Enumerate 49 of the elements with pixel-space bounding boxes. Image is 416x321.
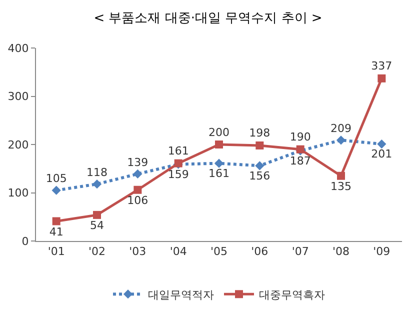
point (256, 141, 264, 150)
data-label: 198 (249, 126, 270, 140)
x-tick-label: '07 (292, 245, 309, 258)
data-label: 161 (168, 144, 189, 158)
point (377, 139, 386, 149)
x-tick-label: '03 (129, 245, 146, 258)
y-tick-label: 400 (8, 42, 29, 55)
point (215, 140, 223, 148)
point (255, 161, 264, 170)
data-label: 118 (86, 166, 108, 179)
chart-title: < 부품소재 대중·대일 무역수지 추이 > (94, 10, 322, 26)
data-label: 139 (127, 156, 148, 169)
y-tick-label: 200 (8, 138, 29, 152)
x-tick-label: '08 (332, 245, 350, 258)
data-label: 209 (330, 122, 352, 136)
point (93, 210, 101, 219)
legend-label: 대일무역적자 (148, 288, 214, 302)
x-tick-label: '02 (88, 245, 106, 258)
data-label: 200 (208, 126, 230, 139)
data-label: 190 (290, 130, 311, 144)
point (52, 217, 60, 226)
x-tick-label: '01 (48, 245, 65, 258)
data-label: 187 (290, 154, 311, 168)
data-label: 105 (46, 172, 67, 186)
x-tick-label: '05 (210, 245, 228, 258)
x-tick-label: '06 (251, 245, 268, 258)
data-label: 54 (90, 219, 104, 232)
point (134, 186, 142, 194)
x-tick-label: '04 (170, 245, 187, 258)
data-label: 159 (168, 168, 189, 181)
data-label: 41 (49, 225, 64, 238)
data-label: 201 (371, 148, 392, 161)
point (337, 172, 345, 180)
y-tick-label: 300 (8, 90, 29, 104)
point (378, 74, 386, 82)
data-label: 135 (330, 180, 352, 194)
data-label: 106 (127, 194, 148, 208)
legend-label: 대중무역흑자 (259, 288, 325, 302)
data-label: 161 (208, 166, 230, 180)
point (336, 136, 346, 145)
y-tick-label: 100 (8, 186, 29, 200)
data-label: 156 (249, 169, 270, 182)
point (133, 169, 142, 178)
point (52, 186, 61, 195)
data-label: 337 (371, 60, 392, 73)
point (92, 180, 102, 189)
y-tick-label: 0 (22, 234, 29, 248)
point (214, 158, 224, 168)
x-tick-label: '09 (373, 245, 390, 258)
